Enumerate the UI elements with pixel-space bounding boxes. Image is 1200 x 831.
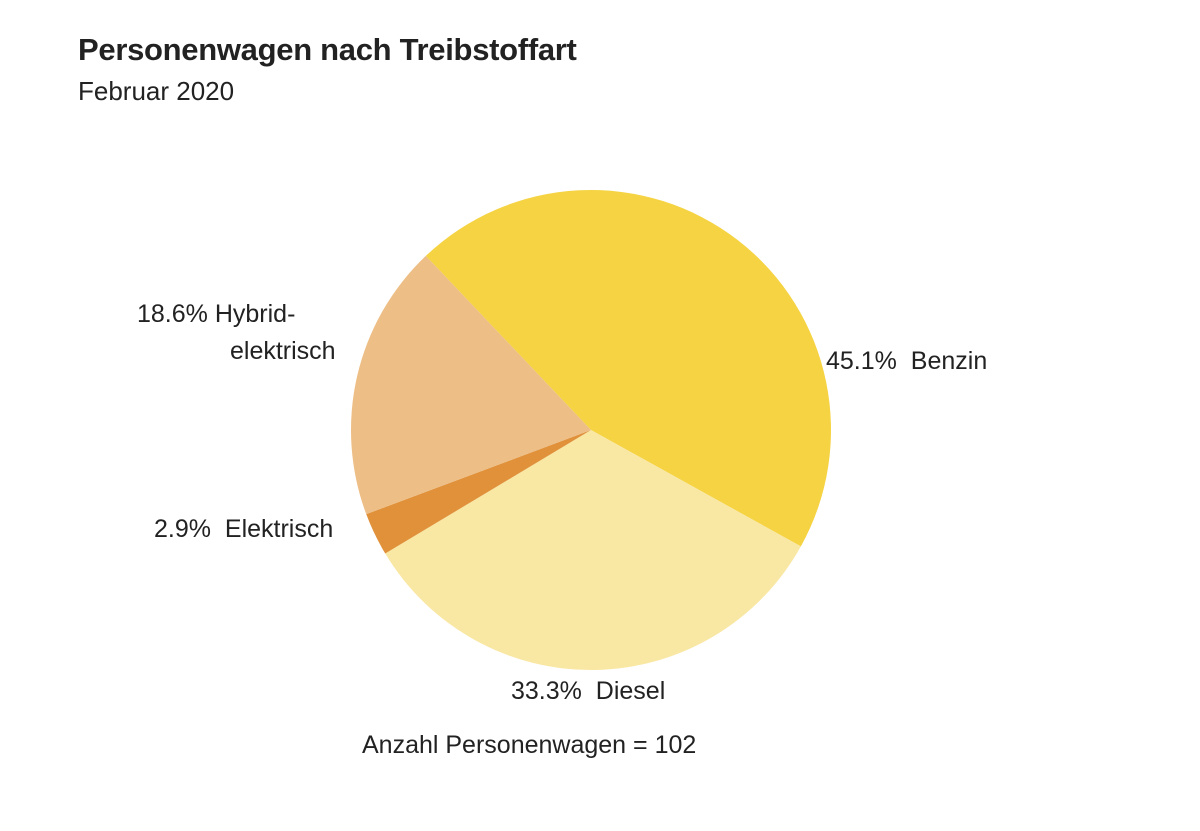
label-diesel: 33.3% Diesel <box>511 676 665 707</box>
label-benzin-name: Benzin <box>910 347 988 375</box>
chart-note: Anzahl Personenwagen = 102 <box>362 731 697 759</box>
label-hybrid-name-line1: Hybrid- <box>214 300 296 328</box>
label-hybrid-value: 18.6% <box>137 300 208 328</box>
label-benzin: 45.1% Benzin <box>826 346 987 377</box>
pie-slice-hybrid-elektrisch <box>351 255 591 515</box>
chart-title: Personenwagen nach Treibstoffart <box>78 32 577 67</box>
label-elektrisch-value: 2.9% <box>154 515 211 543</box>
label-hybrid-line2: elektrisch <box>230 336 336 367</box>
label-diesel-name: Diesel <box>595 677 666 705</box>
label-hybrid-name-line2: elektrisch <box>230 337 336 365</box>
label-diesel-value: 33.3% <box>511 677 582 705</box>
label-elektrisch-name: Elektrisch <box>224 515 334 543</box>
pie-slice-diesel <box>385 430 801 671</box>
label-elektrisch: 2.9% Elektrisch <box>154 514 333 545</box>
pie-slice-elektrisch <box>366 430 591 554</box>
label-hybrid: 18.6% Hybrid- <box>137 299 295 330</box>
chart-subtitle: Februar 2020 <box>78 76 235 106</box>
label-benzin-value: 45.1% <box>826 347 897 375</box>
pie-slice-benzin <box>425 189 832 547</box>
